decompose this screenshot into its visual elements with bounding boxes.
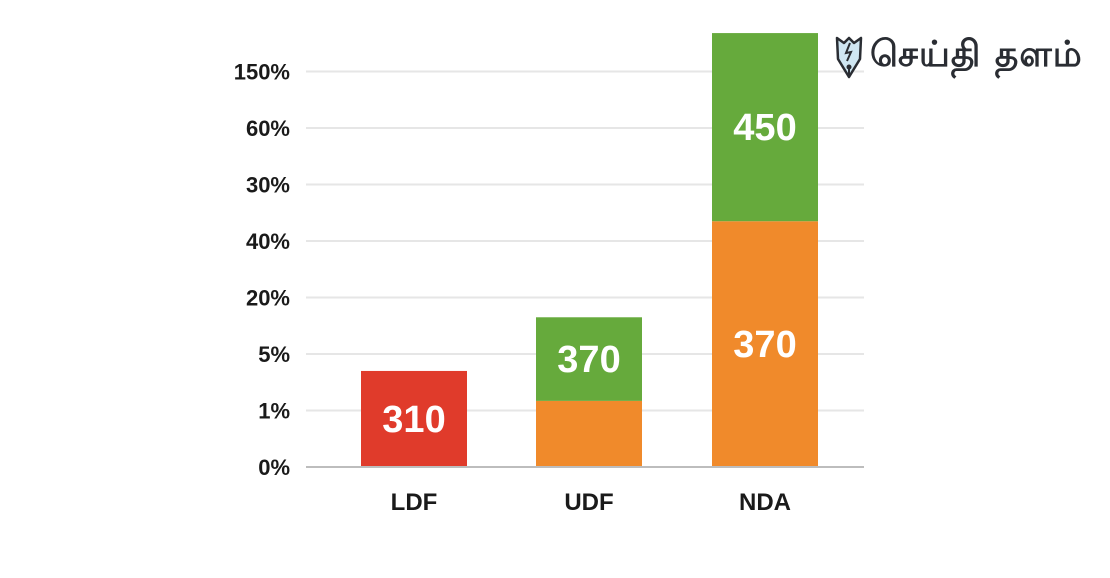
data-label: 310 [382, 399, 445, 441]
x-tick-label: UDF [564, 489, 613, 516]
data-label: 370 [733, 324, 796, 366]
bar-segment-nda [712, 221, 818, 467]
y-tick-label: 150% [234, 60, 290, 85]
logo: செய்தி தளம் [834, 34, 1083, 80]
y-tick-label: 20% [246, 286, 290, 311]
logo-text: செய்தி தளம் [870, 34, 1083, 75]
bar-segment-udf [536, 400, 642, 467]
data-label: 370 [557, 339, 620, 381]
pen-nib-icon [835, 36, 863, 79]
bar-segment-udf [536, 317, 642, 401]
bar-segment-nda [712, 33, 818, 222]
bar-segment-ldf [361, 370, 467, 467]
x-tick-label: LDF [391, 489, 438, 516]
data-label: 450 [733, 107, 796, 149]
y-tick-label: 1% [258, 399, 290, 424]
y-tick-label: 30% [246, 173, 290, 198]
y-tick-label: 5% [258, 342, 290, 367]
y-tick-label: 60% [246, 116, 290, 141]
y-tick-label: 40% [246, 229, 290, 254]
x-tick-label: NDA [739, 489, 791, 516]
y-tick-label: 0% [258, 455, 290, 480]
